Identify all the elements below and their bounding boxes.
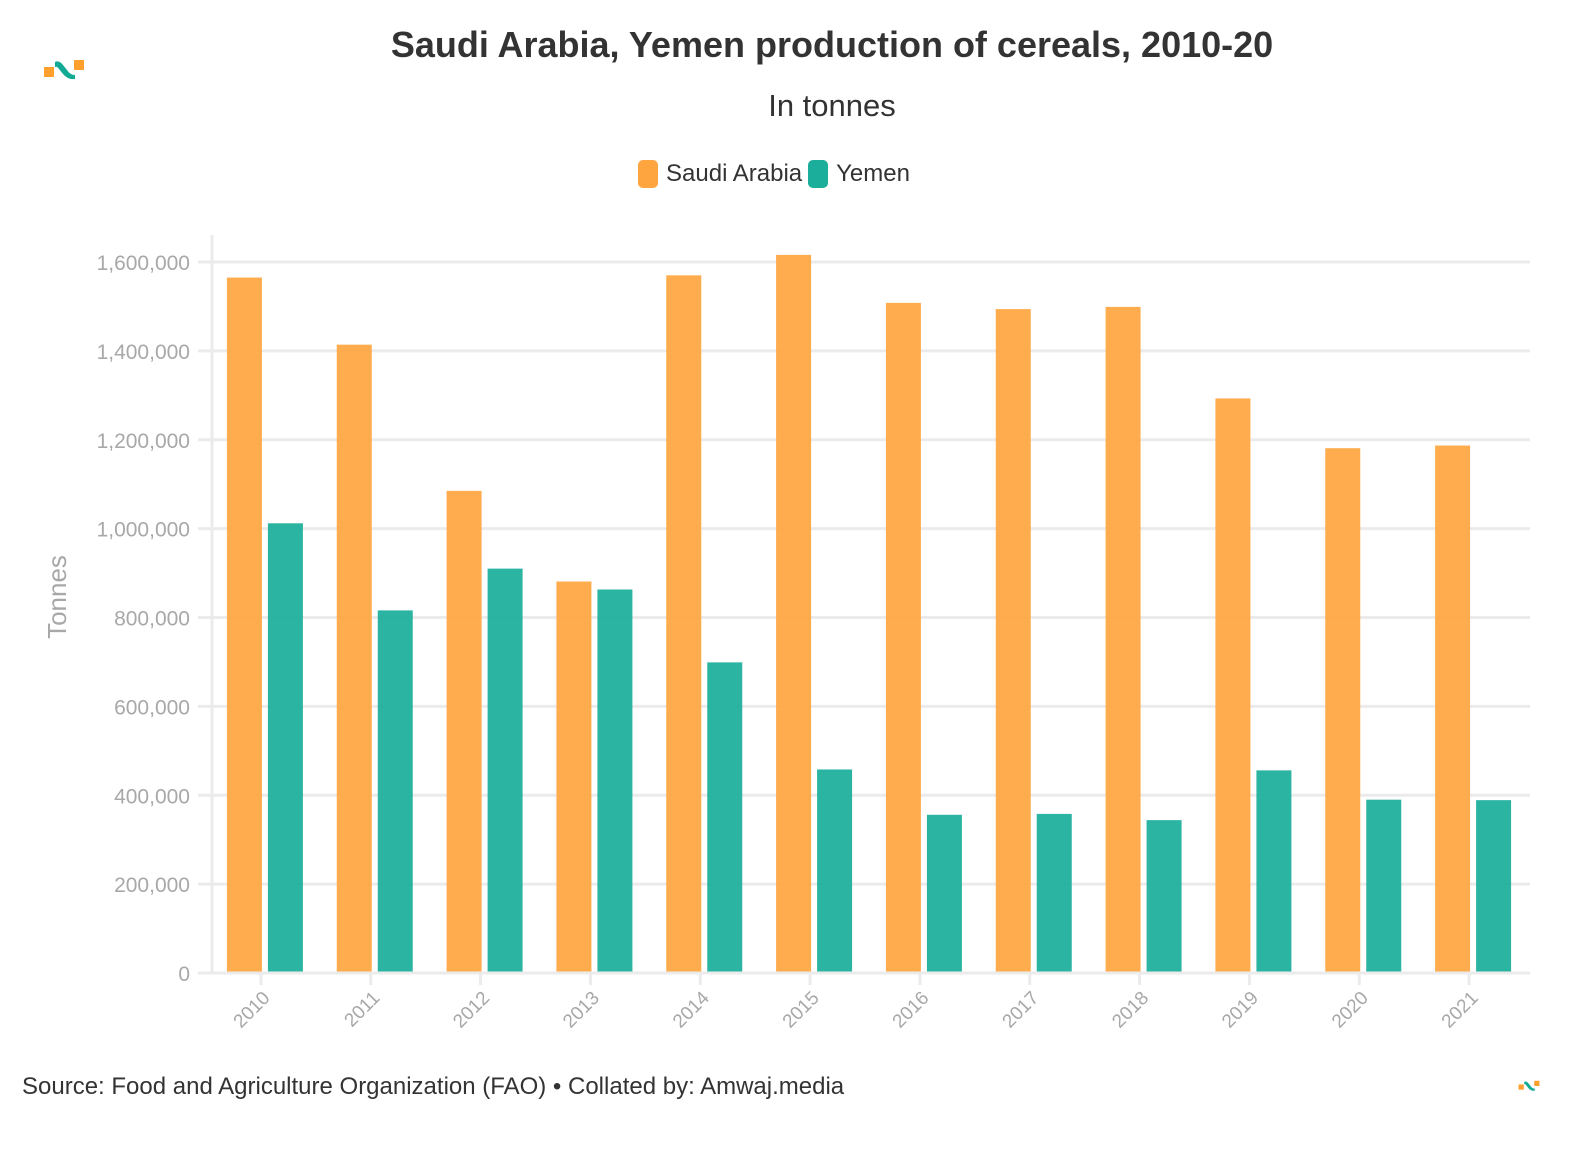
logo-square-right [74, 60, 84, 70]
x-tick-label: 2015 [779, 988, 824, 1033]
legend-swatch-saudi-arabia [638, 160, 659, 188]
bar-yemen-2015[interactable] [817, 769, 853, 973]
bar-yemen-2012[interactable] [487, 568, 523, 973]
bar-saudi-arabia-2010[interactable] [226, 277, 262, 974]
bar-yemen-2019[interactable] [1256, 770, 1292, 973]
bar-saudi-arabia-2013[interactable] [556, 581, 592, 973]
logo-svg [44, 60, 84, 80]
bar-yemen-2016[interactable] [926, 814, 962, 973]
y-tick-label: 1,600,000 [97, 252, 190, 275]
x-tick-label: 2013 [559, 988, 604, 1033]
y-tick-label: 1,400,000 [97, 341, 190, 364]
x-axis: 2010 2011 2012 2013 2014 2015 2016 2017 2018 2019… [198, 971, 1530, 1033]
x-tick-label: 2020 [1328, 988, 1373, 1033]
x-tick-label: 2018 [1108, 988, 1153, 1033]
footer-logo-wave [1524, 1081, 1535, 1091]
x-tick-label: 2016 [889, 988, 934, 1033]
bar-saudi-arabia-2014[interactable] [666, 275, 702, 973]
bar-saudi-arabia-2021[interactable] [1435, 445, 1471, 974]
legend-item-saudi-arabia[interactable]: Saudi Arabia [638, 160, 802, 188]
legend-item-yemen[interactable]: Yemen [808, 160, 910, 188]
bar-saudi-arabia-2012[interactable] [446, 490, 482, 973]
x-tick-label: 2017 [999, 988, 1044, 1033]
y-tick-label: 800,000 [114, 608, 190, 631]
y-tick-label: 200,000 [114, 874, 190, 897]
bar-yemen-2010[interactable] [267, 523, 303, 973]
y-tick-label: 0 [178, 963, 190, 986]
legend: Saudi Arabia Yemen [0, 160, 1548, 188]
chart-title: Saudi Arabia, Yemen production of cereal… [390, 24, 1274, 65]
x-tick-label: 2011 [341, 988, 385, 1032]
y-tick-label: 600,000 [114, 696, 190, 719]
bar-yemen-2020[interactable] [1366, 799, 1402, 973]
footer-logo-svg [1518, 1080, 1540, 1091]
footer-logo-square-left [1518, 1084, 1524, 1090]
y-axis-title: Tonnes [42, 555, 72, 639]
source-note: Source: Food and Agriculture Organizatio… [22, 1073, 845, 1100]
y-tick-label: 1,000,000 [97, 519, 190, 542]
x-tick-label: 2010 [230, 988, 275, 1033]
chart-subtitle: In tonnes [768, 88, 896, 123]
bar-saudi-arabia-2018[interactable] [1105, 306, 1141, 974]
bar-saudi-arabia-2017[interactable] [995, 309, 1031, 973]
legend-label-yemen: Yemen [836, 160, 910, 187]
bar-yemen-2021[interactable] [1476, 800, 1512, 973]
y-axis: 0 200,000 400,000 600,000 800,000 1,000,000 1,… [97, 252, 190, 986]
bar-yemen-2013[interactable] [597, 589, 633, 973]
y-tick-label: 1,200,000 [97, 430, 190, 453]
footer-logo-square-right [1534, 1080, 1540, 1086]
x-tick-label: 2014 [669, 987, 714, 1032]
bar-yemen-2014[interactable] [707, 662, 743, 973]
logo-square-left [44, 67, 54, 77]
x-tick-label: 2021 [1438, 988, 1483, 1033]
bar-saudi-arabia-2016[interactable] [885, 302, 921, 973]
bars [226, 254, 1512, 974]
bar-saudi-arabia-2020[interactable] [1325, 448, 1361, 973]
footer-logo-icon [1518, 1079, 1540, 1097]
bar-saudi-arabia-2011[interactable] [336, 344, 372, 973]
amwaj-logo-icon [43, 59, 85, 86]
logo-wave [55, 61, 75, 80]
x-tick-label: 2019 [1218, 988, 1263, 1033]
y-tick-label: 400,000 [114, 785, 190, 808]
bar-saudi-arabia-2019[interactable] [1215, 398, 1251, 974]
legend-swatch-yemen [808, 160, 829, 188]
legend-label-saudi-arabia: Saudi Arabia [666, 160, 803, 187]
bar-yemen-2017[interactable] [1036, 813, 1072, 973]
bar-saudi-arabia-2015[interactable] [776, 254, 812, 973]
bar-yemen-2018[interactable] [1146, 820, 1182, 973]
bar-yemen-2011[interactable] [377, 610, 413, 973]
x-tick-label: 2012 [449, 988, 494, 1033]
bar-chart: 0 200,000 400,000 600,000 800,000 1,000,000 1,… [42, 235, 1530, 1033]
